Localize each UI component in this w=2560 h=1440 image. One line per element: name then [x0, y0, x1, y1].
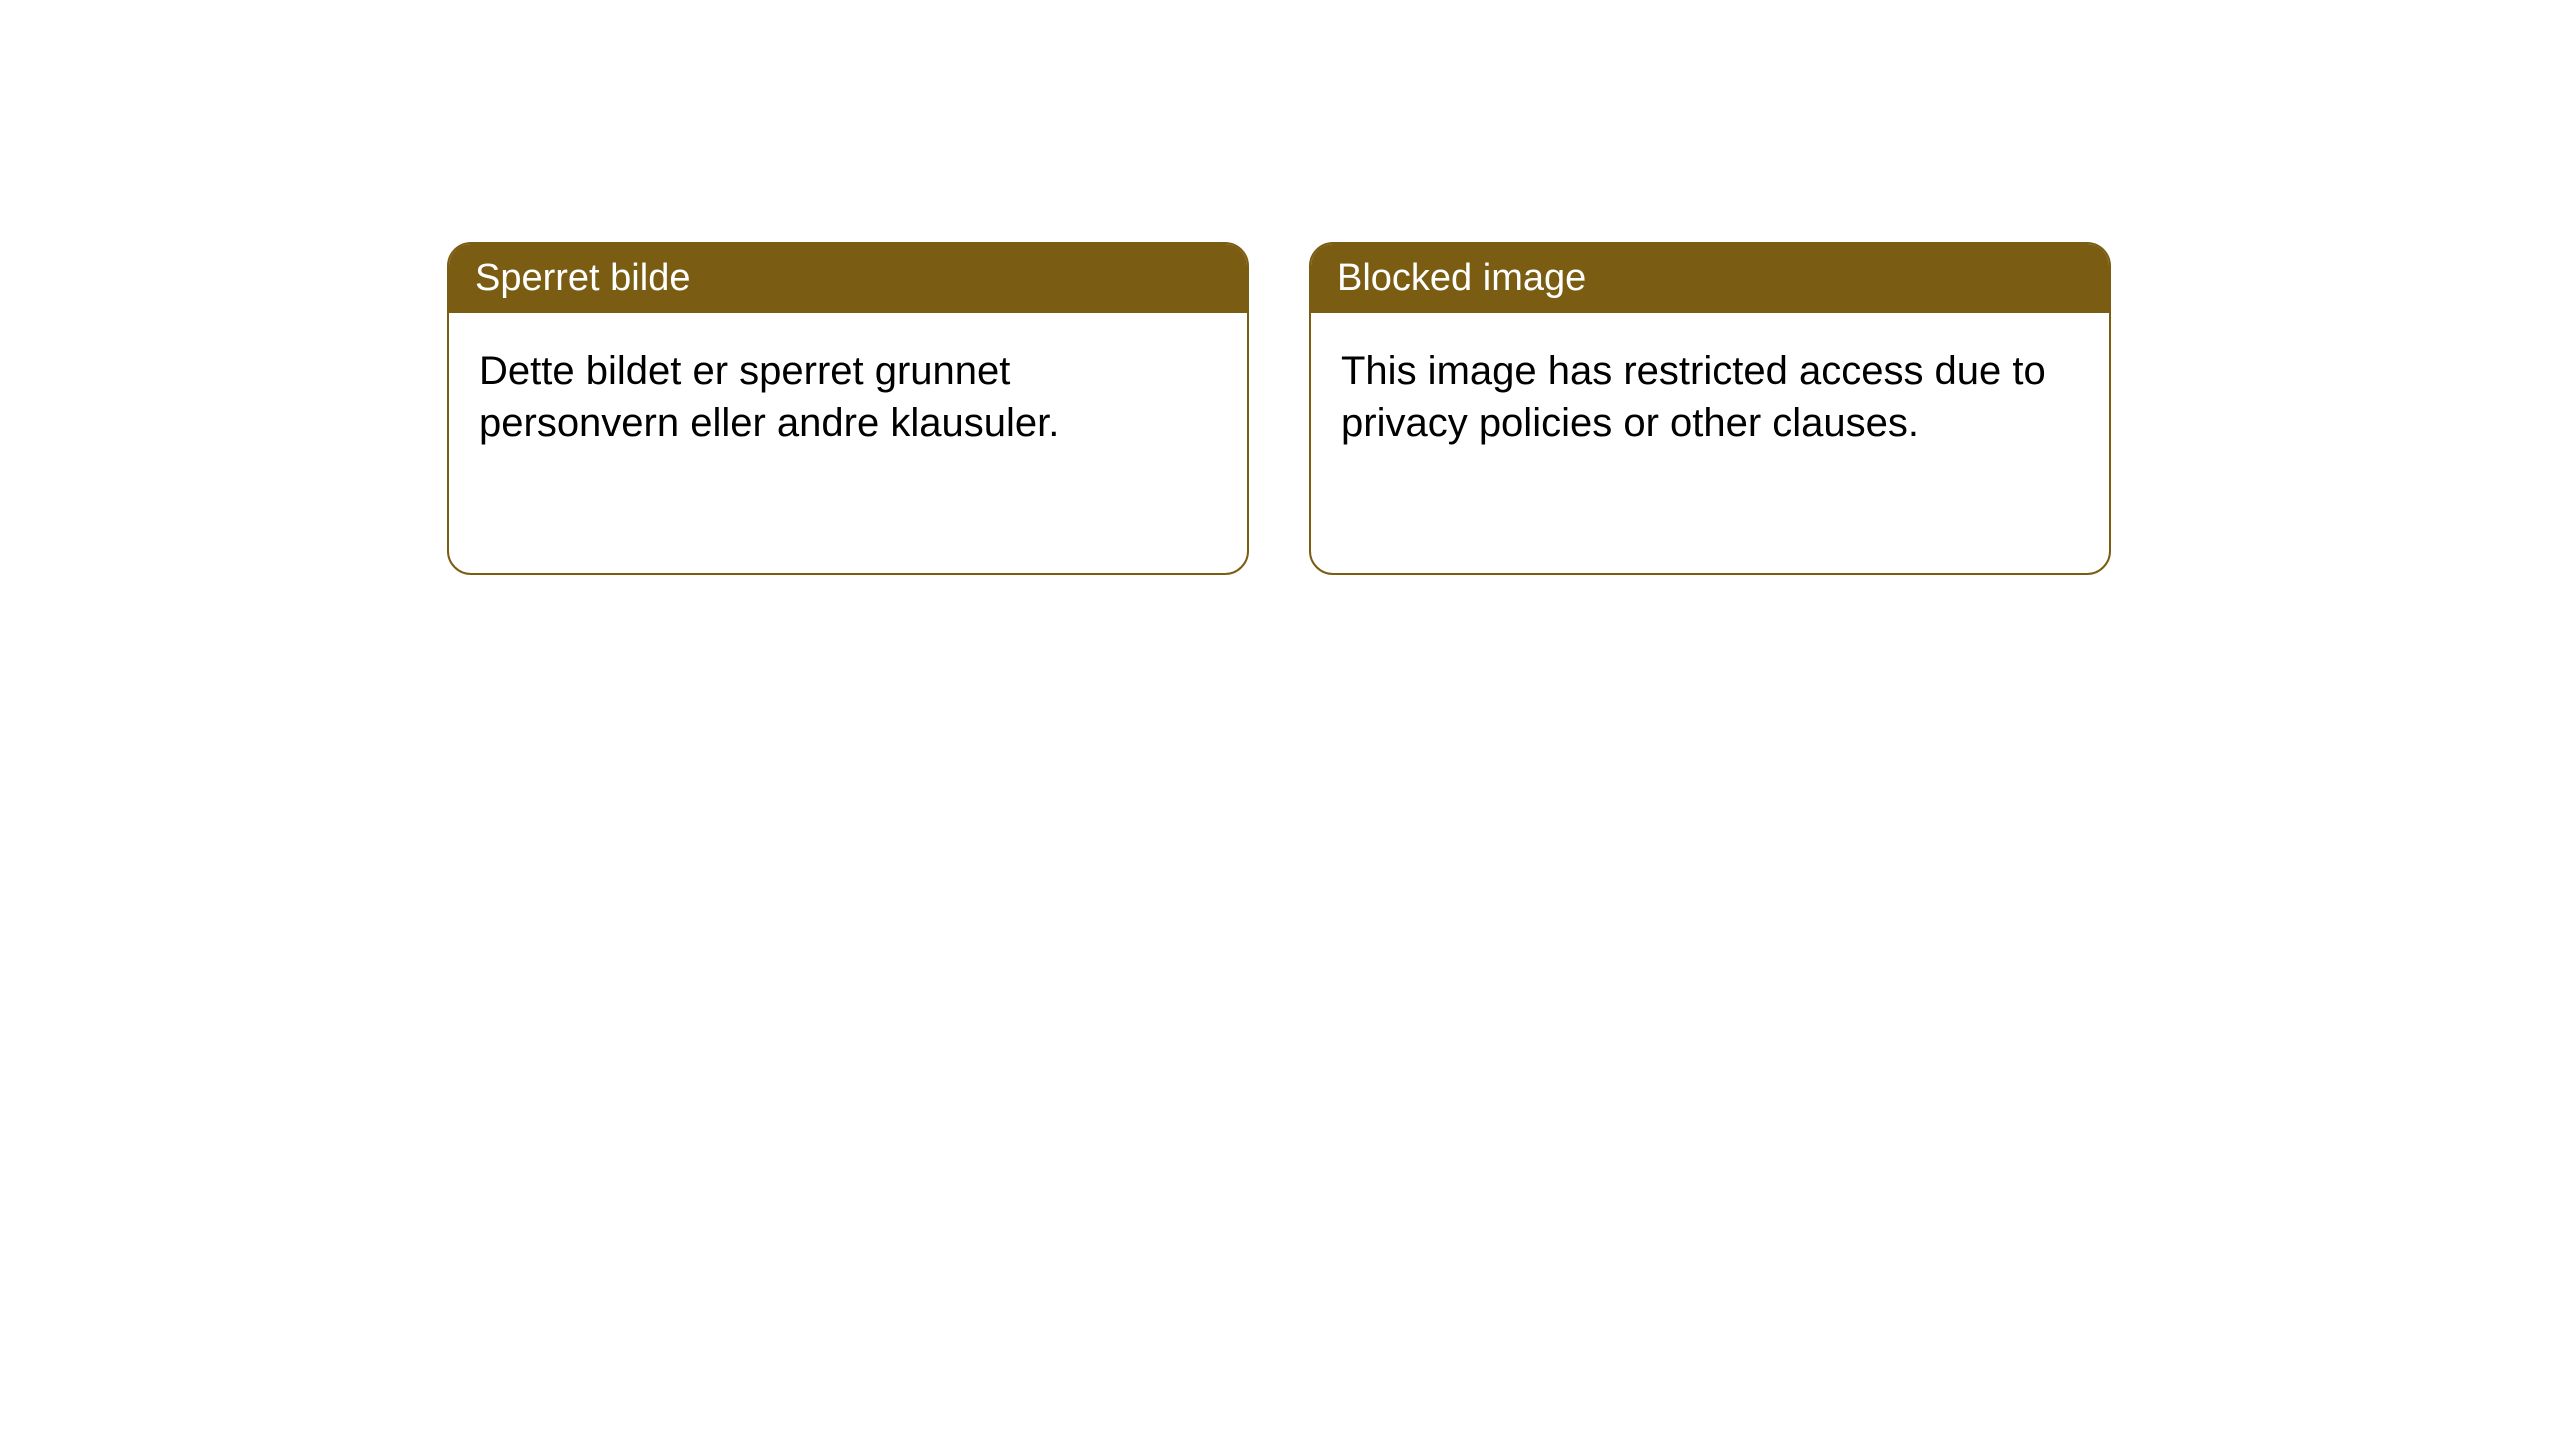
notice-card-norwegian: Sperret bilde Dette bildet er sperret gr…	[447, 242, 1249, 575]
card-body-text: Dette bildet er sperret grunnet personve…	[479, 349, 1059, 445]
card-title: Sperret bilde	[475, 257, 690, 299]
card-header: Sperret bilde	[449, 244, 1247, 313]
card-body-text: This image has restricted access due to …	[1341, 349, 2046, 445]
card-body: This image has restricted access due to …	[1311, 313, 2109, 481]
card-title: Blocked image	[1337, 257, 1586, 299]
card-body: Dette bildet er sperret grunnet personve…	[449, 313, 1247, 481]
notice-cards-container: Sperret bilde Dette bildet er sperret gr…	[447, 242, 2111, 575]
notice-card-english: Blocked image This image has restricted …	[1309, 242, 2111, 575]
card-header: Blocked image	[1311, 244, 2109, 313]
